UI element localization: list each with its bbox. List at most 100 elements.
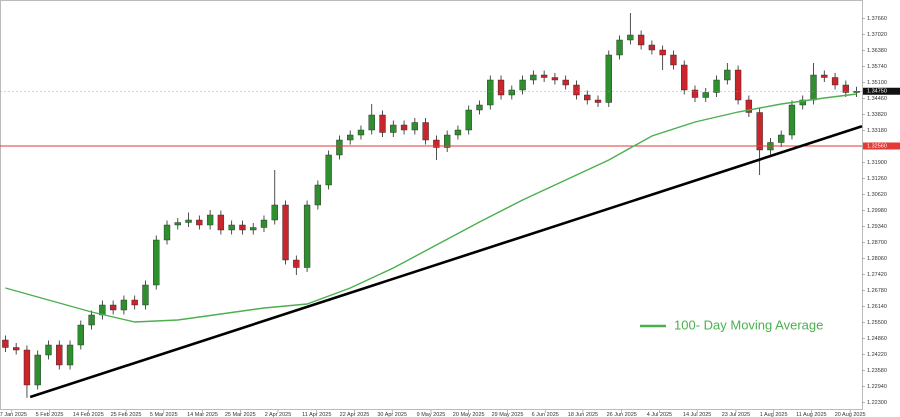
y-tick-label: 1.23580 — [867, 368, 887, 374]
x-tick-label: 14 Jul 2025 — [683, 412, 711, 417]
y-tick-label: 1.33820 — [867, 112, 887, 118]
y-tick-label: 1.36380 — [867, 48, 887, 54]
candle-body — [540, 74, 548, 78]
x-tick-label: 18 Jun 2025 — [568, 412, 598, 417]
y-tick-label: 1.31260 — [867, 176, 887, 182]
candle-body — [131, 299, 138, 306]
x-tick-label: 11 Apr 2025 — [302, 412, 331, 417]
candle-body — [196, 219, 203, 226]
candle-body — [831, 77, 839, 86]
candle-body — [605, 54, 612, 103]
candle-body — [562, 79, 569, 86]
y-tick-label: 1.24860 — [867, 336, 887, 342]
x-tick-label: 1 Aug 2025 — [760, 412, 788, 417]
candle-body — [379, 114, 386, 133]
y-tick-label: 1.29980 — [867, 208, 887, 214]
y-tick-label: 1.31900 — [867, 160, 887, 166]
candle-body — [400, 124, 408, 131]
candle-body — [465, 109, 472, 131]
y-tick-label: 1.26140 — [867, 304, 887, 310]
trendline — [29, 125, 863, 399]
x-tick-label: 20 Aug 2025 — [835, 412, 866, 417]
candle-body — [487, 79, 494, 106]
candle-body — [476, 104, 483, 111]
candle-body — [56, 344, 63, 366]
x-tick-label: 23 Jul 2025 — [722, 412, 750, 417]
candle-body — [174, 222, 181, 226]
y-tick-label: 1.33180 — [867, 128, 887, 134]
candle-body — [411, 122, 419, 131]
candle-body — [336, 139, 343, 156]
candle-body — [616, 39, 623, 56]
legend-label: 100- Day Moving Average — [674, 317, 823, 332]
x-tick-label: 26 Jun 2025 — [607, 412, 637, 417]
x-tick-label: 30 Apr 2025 — [377, 412, 407, 417]
candle-body — [551, 77, 559, 81]
y-tick-label: 1.26780 — [867, 288, 887, 294]
candle-body — [217, 214, 225, 231]
candle-body — [821, 74, 828, 78]
x-tick-label: 25 Feb 2025 — [111, 412, 142, 417]
x-tick-label: 14 Feb 2025 — [73, 412, 104, 417]
candle-body — [530, 74, 537, 81]
candle-body — [648, 44, 656, 51]
candle-body — [745, 99, 753, 113]
candle-body — [724, 69, 731, 81]
candle-body — [627, 34, 634, 41]
y-tick-label: 1.27420 — [867, 272, 887, 278]
candle-body — [109, 304, 117, 311]
candle-body — [842, 84, 850, 93]
y-tick-label: 1.22940 — [867, 384, 887, 390]
y-tick-label: 1.25500 — [867, 320, 887, 326]
x-tick-label: 5 Feb 2025 — [36, 412, 64, 417]
candle-body — [303, 204, 311, 268]
y-tick-label: 1.37660 — [867, 16, 887, 22]
candle-body — [734, 69, 742, 101]
candle-body — [681, 64, 688, 91]
candle-body — [347, 134, 354, 141]
candle-body — [45, 344, 52, 356]
y-tick-label: 1.22300 — [867, 400, 887, 406]
candle-body — [799, 99, 806, 106]
x-tick-label: 14 Mar 2025 — [187, 412, 218, 417]
y-tick-label: 1.24220 — [867, 352, 887, 358]
x-tick-label: 6 Jun 2025 — [532, 412, 559, 417]
x-tick-label: 27 Jan 2025 — [0, 412, 27, 417]
candle-body — [206, 214, 214, 226]
y-tick-label: 1.35100 — [867, 80, 887, 86]
candle-body — [228, 224, 235, 231]
candle-body — [433, 139, 440, 148]
candle-body — [584, 94, 591, 101]
candle-body — [271, 204, 278, 221]
candle-body — [637, 34, 645, 46]
y-tick-label: 1.34460 — [867, 96, 887, 102]
y-tick-label: 1.30620 — [867, 192, 887, 198]
candle-body — [713, 79, 720, 93]
support-label-box — [863, 142, 900, 150]
y-tick-label: 1.28700 — [867, 240, 887, 246]
candle-body — [454, 129, 462, 136]
y-tick-label: 1.29340 — [867, 224, 887, 230]
x-tick-label: 11 Aug 2025 — [796, 412, 826, 417]
candle-body — [77, 324, 84, 346]
candle-body — [163, 224, 171, 241]
candle-body — [691, 89, 699, 98]
candle-body — [260, 219, 268, 228]
candle-body — [357, 129, 365, 136]
candle-body — [810, 74, 817, 101]
candle-body — [390, 124, 397, 133]
candle-body — [88, 314, 95, 326]
candle-body — [670, 54, 677, 66]
candle-body — [325, 154, 332, 186]
plot-frame — [0, 0, 863, 410]
last-price-label: 1.34750 — [867, 89, 887, 95]
x-tick-label: 29 May 2025 — [492, 412, 524, 417]
candle-body — [368, 114, 375, 131]
candle-body — [66, 344, 74, 366]
candle-body — [756, 112, 763, 151]
x-tick-label: 22 Apr 2025 — [340, 412, 370, 417]
candle-body — [778, 134, 785, 143]
candle-body — [142, 284, 149, 306]
candle-body — [250, 227, 257, 231]
candle-body — [422, 122, 429, 141]
